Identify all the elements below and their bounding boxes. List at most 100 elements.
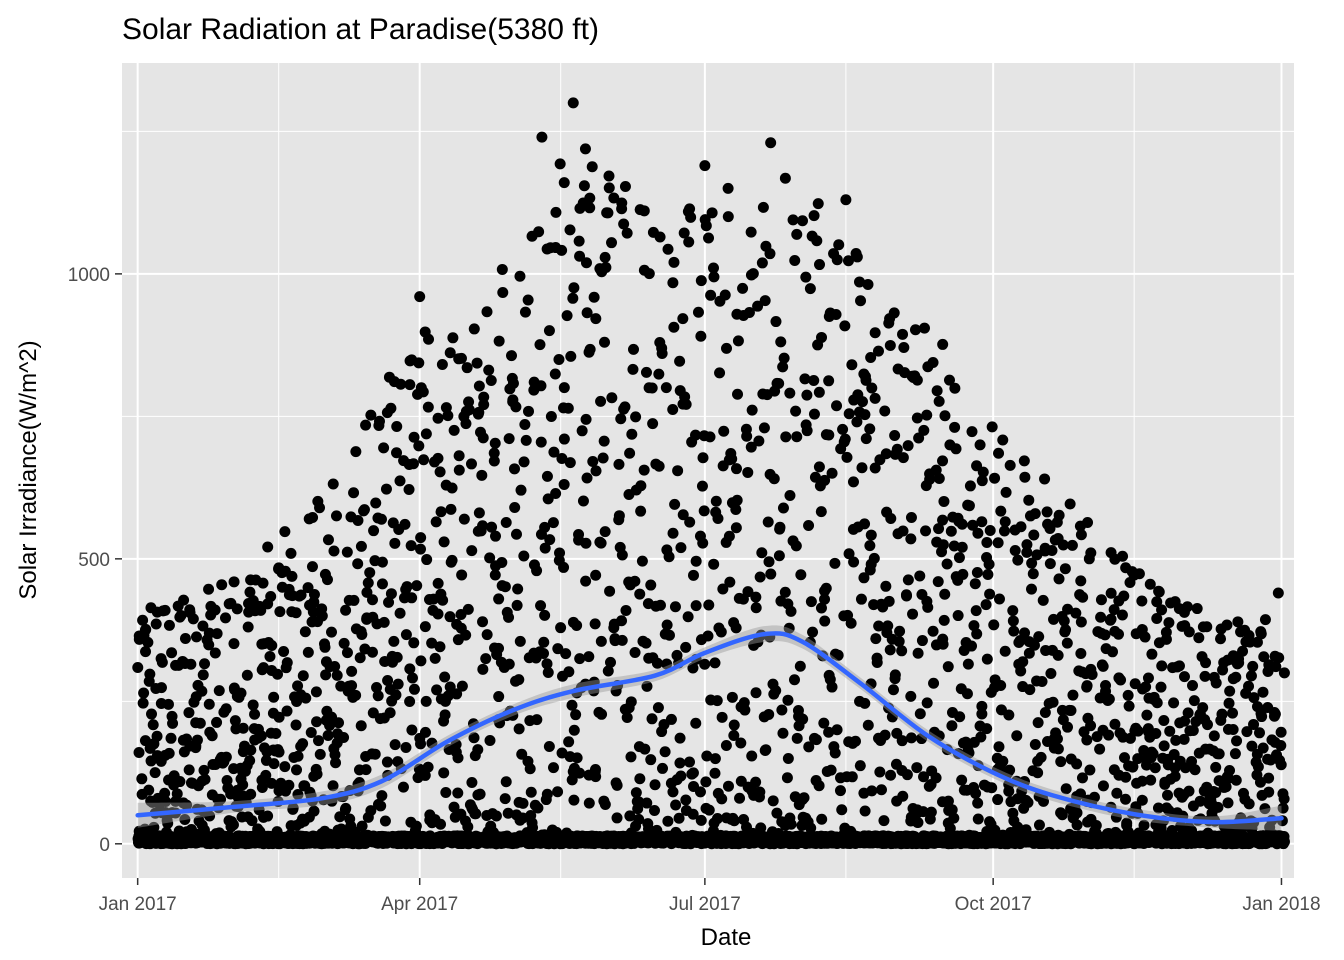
data-point (331, 669, 343, 681)
data-point (456, 569, 468, 581)
data-point (1064, 498, 1076, 510)
data-point (327, 780, 339, 792)
data-point (476, 469, 488, 481)
data-point (638, 464, 650, 476)
data-point (308, 805, 320, 817)
data-point (411, 580, 423, 592)
data-point (925, 806, 937, 818)
data-point (255, 730, 267, 742)
data-point (813, 780, 825, 792)
data-point (165, 732, 177, 744)
data-point (1099, 629, 1111, 641)
data-point (322, 534, 334, 546)
data-point (663, 629, 675, 641)
data-point (928, 677, 940, 689)
data-point (229, 715, 241, 727)
data-point (640, 366, 652, 378)
data-point (711, 695, 723, 707)
data-point (778, 352, 790, 364)
data-point (700, 220, 712, 232)
data-point (137, 697, 149, 709)
data-point (932, 576, 944, 588)
data-point (952, 610, 964, 622)
data-point (816, 813, 828, 825)
data-point (339, 804, 351, 816)
data-point (933, 472, 945, 484)
data-point (1095, 611, 1107, 623)
data-point (541, 470, 553, 482)
data-point (581, 472, 593, 484)
data-point (893, 635, 905, 647)
data-point (1117, 550, 1129, 562)
data-point (436, 358, 448, 370)
data-point (389, 739, 401, 751)
data-point (621, 227, 633, 239)
data-point (970, 787, 982, 799)
data-point (963, 500, 975, 512)
data-point (800, 419, 812, 431)
data-point (440, 786, 452, 798)
data-point (138, 687, 150, 699)
data-point (500, 517, 512, 529)
data-point (1081, 681, 1093, 693)
data-point (273, 746, 285, 758)
data-point (728, 719, 740, 731)
data-point (488, 447, 500, 459)
data-point (1071, 819, 1083, 831)
data-point (874, 766, 886, 778)
data-point (244, 755, 256, 767)
data-point (801, 389, 813, 401)
data-point (566, 774, 578, 786)
data-point (389, 537, 401, 549)
data-point (1156, 660, 1168, 672)
data-point (299, 626, 311, 638)
data-point (720, 739, 732, 751)
data-point (166, 647, 178, 659)
data-point (1136, 794, 1148, 806)
data-point (574, 653, 586, 665)
data-point (391, 651, 403, 663)
data-point (216, 579, 228, 591)
data-point (1045, 668, 1057, 680)
data-point (408, 431, 420, 443)
data-point (197, 669, 209, 681)
data-point (385, 588, 397, 600)
data-point (950, 443, 962, 455)
data-point (485, 374, 497, 386)
data-point (155, 682, 167, 694)
data-point (856, 462, 868, 474)
data-point (646, 713, 658, 725)
data-point (869, 392, 881, 404)
data-point (237, 722, 249, 734)
data-point (567, 292, 579, 304)
data-point (636, 555, 648, 567)
data-point (758, 422, 770, 434)
data-point (458, 513, 470, 525)
data-point (453, 464, 465, 476)
data-point (415, 543, 427, 555)
data-point (709, 753, 721, 765)
data-point (514, 635, 526, 647)
data-point (147, 719, 159, 731)
data-point (517, 797, 529, 809)
data-point (346, 665, 358, 677)
data-point (246, 815, 258, 827)
data-point (938, 614, 950, 626)
data-point (376, 578, 388, 590)
data-point (471, 357, 483, 369)
data-point (434, 641, 446, 653)
data-point (1155, 681, 1167, 693)
data-point (1075, 575, 1087, 587)
data-point (558, 382, 570, 394)
data-point (647, 418, 659, 430)
data-point (390, 689, 402, 701)
data-point (862, 278, 874, 290)
data-point (992, 794, 1004, 806)
data-point (807, 626, 819, 638)
data-point (980, 599, 992, 611)
data-point (439, 671, 451, 683)
data-point (209, 647, 221, 659)
data-point (1027, 568, 1039, 580)
data-point (242, 621, 254, 633)
data-point (365, 409, 377, 421)
